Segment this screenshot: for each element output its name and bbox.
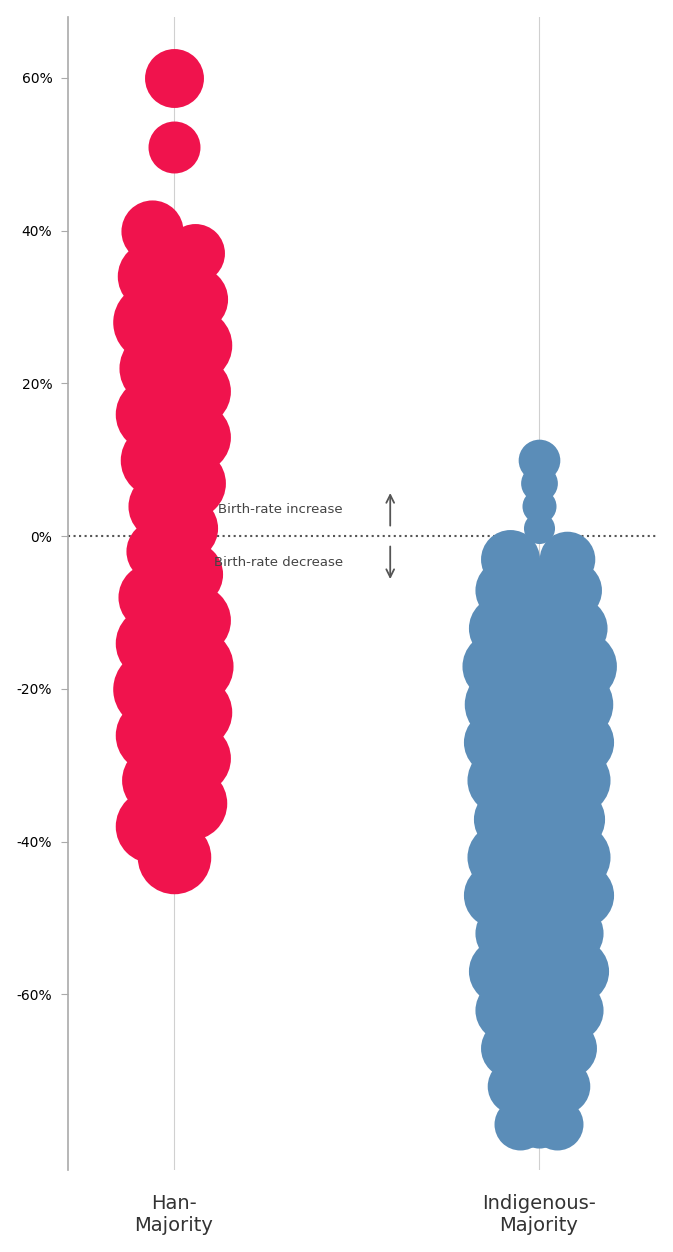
- Point: [552, 1114, 563, 1134]
- Point: [533, 732, 544, 752]
- Point: [575, 656, 586, 676]
- Point: [533, 885, 544, 905]
- Point: [495, 770, 506, 790]
- Point: [156, 496, 167, 516]
- Point: [495, 617, 506, 637]
- Point: [571, 846, 581, 866]
- Point: [575, 885, 586, 905]
- Point: [533, 518, 544, 538]
- Point: [566, 809, 577, 829]
- Point: [571, 617, 581, 637]
- Point: [571, 694, 581, 714]
- Point: [491, 732, 501, 752]
- Point: [505, 1038, 516, 1058]
- Point: [189, 289, 200, 309]
- Point: [147, 634, 157, 654]
- Point: [533, 1075, 544, 1096]
- Point: [147, 816, 157, 836]
- Point: [184, 565, 195, 585]
- Point: [495, 846, 506, 866]
- Point: [168, 136, 179, 156]
- Point: [189, 381, 200, 401]
- Point: [533, 1114, 544, 1134]
- Point: [495, 962, 506, 982]
- Point: [147, 312, 157, 332]
- Point: [151, 770, 162, 790]
- Point: [533, 1038, 544, 1058]
- Point: [189, 427, 200, 447]
- Point: [561, 1038, 572, 1058]
- Point: [151, 541, 162, 561]
- Point: [533, 999, 544, 1019]
- Point: [575, 732, 586, 752]
- Point: [491, 885, 501, 905]
- Point: [500, 923, 511, 943]
- Point: [571, 770, 581, 790]
- Point: [147, 267, 157, 287]
- Point: [505, 548, 516, 568]
- Point: [147, 404, 157, 424]
- Point: [533, 656, 544, 676]
- Point: [189, 243, 200, 263]
- Point: [147, 220, 157, 240]
- Point: [184, 472, 195, 492]
- Point: [533, 923, 544, 943]
- Point: [533, 617, 544, 637]
- Point: [566, 999, 577, 1019]
- Point: [571, 962, 581, 982]
- Point: [147, 679, 157, 699]
- Point: [533, 580, 544, 600]
- Point: [514, 1114, 525, 1134]
- Point: [533, 962, 544, 982]
- Point: [500, 580, 511, 600]
- Point: [500, 999, 511, 1019]
- Point: [566, 580, 577, 600]
- Point: [533, 846, 544, 866]
- Point: [189, 701, 200, 721]
- Point: [509, 1075, 520, 1096]
- Point: [180, 518, 190, 538]
- Point: [533, 694, 544, 714]
- Point: [151, 449, 162, 470]
- Point: [189, 656, 200, 676]
- Point: [147, 725, 157, 745]
- Point: [533, 770, 544, 790]
- Point: [557, 1075, 567, 1096]
- Point: [491, 656, 501, 676]
- Point: [189, 610, 200, 630]
- Point: [151, 358, 162, 378]
- Point: [168, 68, 179, 88]
- Point: [168, 846, 179, 866]
- Point: [533, 809, 544, 829]
- Point: [189, 336, 200, 356]
- Point: [533, 449, 544, 470]
- Point: [189, 747, 200, 767]
- Text: Birth-rate increase: Birth-rate increase: [219, 503, 343, 516]
- Point: [561, 548, 572, 568]
- Point: [495, 694, 506, 714]
- Text: Birth-rate decrease: Birth-rate decrease: [214, 556, 343, 570]
- Point: [147, 587, 157, 607]
- Point: [566, 923, 577, 943]
- Point: [533, 496, 544, 516]
- Point: [184, 794, 195, 814]
- Point: [500, 809, 511, 829]
- Point: [533, 472, 544, 492]
